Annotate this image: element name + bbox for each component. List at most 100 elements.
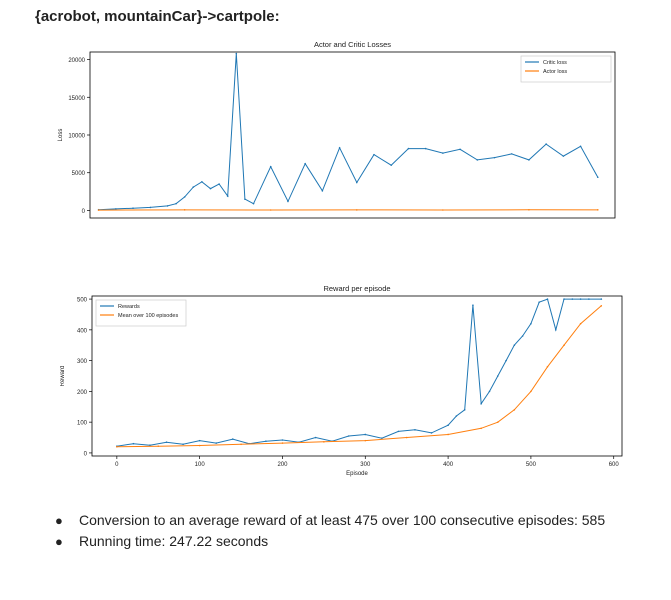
data-point [265, 440, 267, 443]
data-point [373, 153, 375, 156]
data-point [287, 200, 289, 203]
data-point [157, 445, 160, 447]
legend-label: Critic loss [543, 60, 567, 66]
data-point [116, 445, 118, 448]
data-point [430, 432, 433, 434]
legend: Rewards Mean over 100 episodes [95, 299, 187, 327]
chart-title: Actor and Critic Losses [314, 40, 391, 49]
y-tick-label: 200 [77, 390, 88, 396]
data-point [183, 196, 186, 198]
data-point [472, 304, 474, 307]
data-point [563, 344, 565, 347]
data-point [546, 365, 549, 368]
data-point [252, 202, 255, 205]
data-point [459, 148, 461, 151]
data-point [442, 209, 444, 211]
x-tick-label: 200 [277, 462, 288, 468]
data-point [149, 444, 151, 447]
bullet-text-runtime: Running time: 247.22 seconds [79, 533, 269, 549]
legend: Critic loss Actor loss [520, 55, 612, 83]
x-tick-label: 500 [526, 462, 537, 468]
data-point [244, 198, 246, 200]
series-0-group [116, 298, 603, 447]
data-point [579, 145, 582, 148]
bullet-icon: ● [55, 534, 63, 549]
series-1-group [116, 305, 603, 448]
data-point [356, 209, 358, 211]
data-point [269, 209, 272, 211]
data-point [530, 322, 532, 325]
data-point [463, 409, 466, 411]
series-0-group [97, 52, 599, 211]
data-point [304, 162, 306, 165]
data-point [424, 147, 427, 150]
y-axis-label: Reward [60, 366, 66, 387]
data-point [323, 441, 325, 443]
data-point [215, 442, 218, 444]
data-point [579, 322, 582, 325]
x-axis-label: Episode [346, 471, 368, 477]
data-point [442, 152, 444, 154]
data-point [588, 298, 590, 300]
data-point [218, 183, 220, 185]
series-line [116, 298, 602, 447]
x-tick-label: 0 [115, 462, 119, 468]
data-point [198, 444, 201, 447]
data-point [269, 165, 272, 168]
data-point [240, 443, 242, 446]
data-point [198, 439, 201, 442]
data-point [407, 147, 410, 150]
data-point [447, 433, 449, 436]
data-point [496, 421, 499, 423]
legend-frame [520, 55, 612, 83]
y-tick-label: 300 [77, 359, 88, 365]
legend-label: Actor loss [543, 69, 567, 75]
list-item: ● Running time: 247.22 seconds [55, 531, 655, 552]
data-point [521, 335, 524, 337]
x-tick-label: 300 [360, 462, 371, 468]
data-point [97, 209, 100, 211]
page-heading: {acrobot, mountainCar}->cartpole: [35, 8, 280, 25]
data-point [600, 298, 603, 300]
data-point [476, 159, 479, 161]
data-point [182, 443, 184, 446]
losses-chart: Actor and Critic Losses 0 5000 10000 15000 20… [58, 40, 616, 219]
data-point [538, 301, 540, 303]
data-point [528, 208, 530, 211]
data-point [132, 442, 135, 445]
data-point [338, 147, 341, 149]
data-point [381, 437, 383, 439]
series-1-group [97, 208, 599, 211]
list-item: ● Conversion to an average reward of at … [55, 510, 655, 531]
plot-frame [91, 295, 623, 457]
data-point [132, 207, 134, 209]
legend-frame [95, 299, 187, 327]
data-point [149, 206, 152, 209]
data-point [480, 427, 483, 430]
data-point [447, 424, 449, 427]
data-point [563, 298, 565, 300]
y-tick-label: 5000 [72, 171, 86, 177]
data-point [546, 298, 549, 300]
summary-list: ● Conversion to an average reward of at … [55, 510, 655, 552]
data-point [455, 415, 458, 417]
y-tick-label: 15000 [68, 96, 85, 102]
data-point [390, 164, 393, 166]
data-point [397, 430, 400, 433]
data-point [579, 298, 582, 300]
x-tick-label: 100 [195, 462, 206, 468]
data-point [364, 439, 367, 442]
data-point [528, 159, 530, 161]
data-point [314, 436, 317, 439]
data-point [231, 438, 234, 440]
data-point [281, 439, 284, 441]
legend-label: Rewards [118, 304, 140, 310]
y-tick-label: 20000 [68, 58, 85, 64]
data-point [496, 375, 499, 377]
data-point [175, 202, 177, 205]
x-tick-label: 400 [443, 462, 454, 468]
data-point [405, 436, 408, 439]
data-point [165, 441, 168, 443]
data-point [226, 195, 229, 197]
data-point [281, 442, 284, 444]
